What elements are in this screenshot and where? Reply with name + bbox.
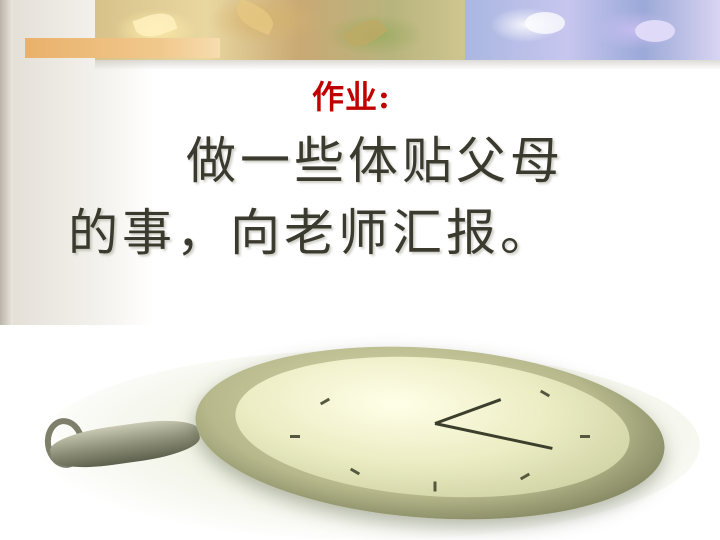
flower-decoration [635, 20, 675, 42]
watch-tick [580, 435, 590, 438]
banner-shadow [95, 60, 720, 70]
body-line-1: 做一些体贴父母 [186, 132, 564, 190]
left-side-strip [0, 0, 13, 325]
top-banner-image [95, 0, 720, 60]
body-line-2: 的事，向老师汇报。 [68, 204, 554, 262]
pocket-watch-illustration [20, 330, 720, 540]
slide-title: 作业: [312, 78, 391, 116]
banner-orange-tab [25, 38, 220, 58]
watch-tick [290, 435, 300, 438]
slide-body: 做一些体贴父母 的事，向老师汇报。 [68, 125, 688, 269]
flower-decoration [525, 12, 565, 34]
watch-tick [433, 481, 437, 492]
banner-flowers-section [465, 0, 720, 60]
